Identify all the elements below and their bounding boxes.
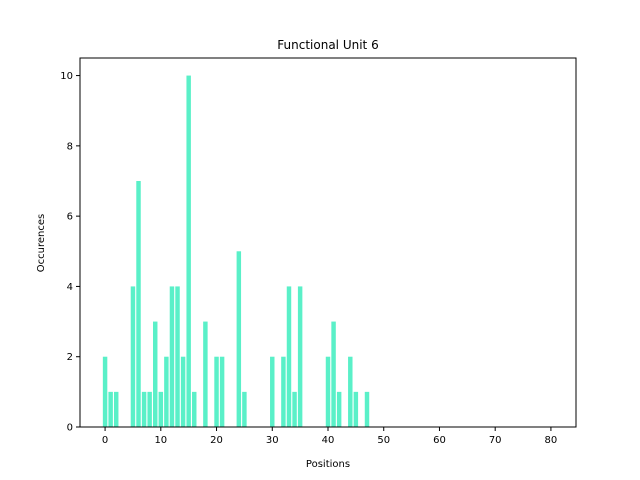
x-tick-label: 10 (154, 435, 167, 446)
x-tick-label: 20 (210, 435, 223, 446)
bar-2 (113, 391, 119, 427)
y-tick-label: 6 (67, 212, 73, 223)
bar-20 (214, 356, 219, 427)
bar-42 (336, 391, 342, 427)
bar-7 (141, 391, 147, 427)
y-tick-label: 8 (67, 141, 73, 152)
bar-9 (153, 321, 158, 427)
y-tick-label: 0 (67, 423, 73, 434)
plot-frame (79, 57, 577, 428)
bar-5 (130, 286, 136, 427)
bar-15 (186, 75, 191, 428)
x-tick-label: 80 (545, 435, 558, 446)
x-tick-label: 70 (489, 435, 502, 446)
x-tick-label: 0 (102, 435, 108, 446)
x-axis-label: Positions (306, 459, 350, 470)
bars-group (102, 75, 370, 428)
y-axis-label: Occurences (36, 214, 47, 272)
bar-21 (219, 356, 225, 427)
y-axis-ticks: 0 2 4 6 8 10 (60, 71, 80, 434)
bar-6 (136, 181, 141, 427)
bar-30 (270, 356, 275, 427)
bar-1 (108, 391, 113, 427)
bar-11 (164, 356, 169, 427)
x-axis-ticks: 0 10 20 30 40 50 60 70 80 (102, 427, 557, 446)
bar-40 (325, 356, 331, 427)
bar-18 (203, 321, 208, 427)
chart-title: Functional Unit 6 (277, 38, 378, 52)
y-tick-label: 10 (60, 71, 73, 82)
x-tick-label: 50 (377, 435, 390, 446)
x-tick-label: 30 (266, 435, 279, 446)
bar-45 (353, 391, 359, 427)
bar-33 (286, 286, 292, 427)
x-tick-label: 40 (322, 435, 335, 446)
bar-25 (242, 391, 247, 427)
bar-44 (348, 356, 353, 427)
bar-8 (147, 391, 152, 427)
bar-14 (180, 356, 186, 427)
bar-47 (364, 391, 370, 427)
bar-0 (102, 356, 108, 427)
bar-24 (236, 251, 242, 427)
bar-13 (175, 286, 180, 427)
x-tick-label: 60 (433, 435, 446, 446)
bar-10 (158, 391, 164, 427)
bar-41 (331, 321, 336, 427)
y-tick-label: 4 (67, 282, 73, 293)
y-tick-label: 2 (67, 352, 73, 363)
bar-35 (297, 286, 303, 427)
bar-16 (192, 391, 197, 427)
bar-32 (281, 356, 286, 427)
bar-12 (169, 286, 175, 427)
bar-34 (292, 391, 297, 427)
